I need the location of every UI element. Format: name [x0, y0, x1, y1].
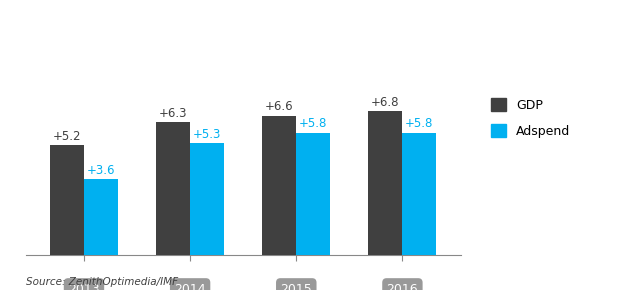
Text: Source: ZenithOptimedia/IMF: Source: ZenithOptimedia/IMF: [26, 277, 178, 287]
Text: Growth of advertising expenditure and GDP 2013-2016: Growth of advertising expenditure and GD…: [8, 13, 419, 26]
Bar: [262, 116, 296, 255]
Text: +6.8: +6.8: [371, 96, 400, 109]
Bar: [190, 143, 224, 255]
Text: +6.6: +6.6: [265, 100, 294, 113]
Text: +3.6: +3.6: [86, 164, 115, 177]
Text: +6.3: +6.3: [159, 107, 188, 120]
Bar: [296, 133, 330, 255]
Text: +5.3: +5.3: [193, 128, 221, 141]
Text: 2015: 2015: [280, 282, 312, 290]
Bar: [369, 111, 403, 255]
Bar: [84, 179, 118, 255]
Bar: [403, 133, 436, 255]
Bar: [50, 145, 84, 255]
Bar: [156, 122, 190, 255]
Text: +5.8: +5.8: [405, 117, 433, 130]
Legend: GDP, Adspend: GDP, Adspend: [486, 93, 575, 143]
Text: +5.8: +5.8: [299, 117, 328, 130]
Text: 2016: 2016: [387, 282, 418, 290]
Text: +5.2: +5.2: [52, 130, 81, 143]
Text: 2013: 2013: [68, 282, 100, 290]
Text: 2014: 2014: [174, 282, 206, 290]
